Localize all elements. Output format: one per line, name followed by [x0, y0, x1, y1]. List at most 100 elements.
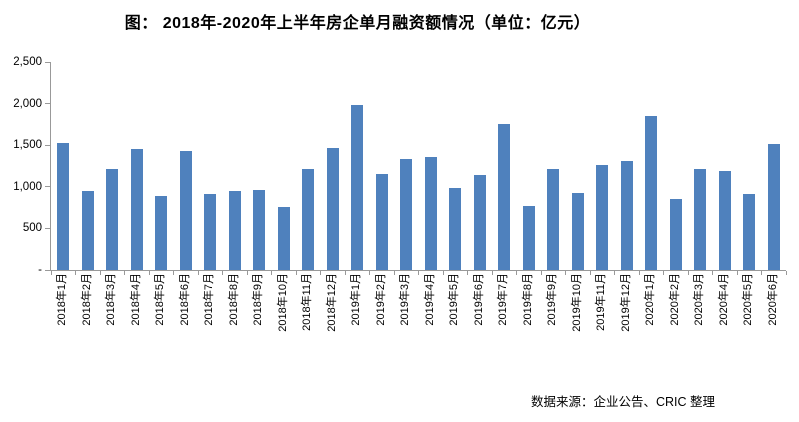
- x-axis-tick: [124, 271, 125, 275]
- bar: [669, 199, 682, 270]
- x-axis-tick: [540, 271, 542, 275]
- x-tick-label: 2019年1月: [350, 273, 363, 326]
- y-tick-label: 2,500: [13, 56, 42, 68]
- y-axis-tick: [45, 269, 50, 271]
- x-tick-label: 2018年11月: [301, 273, 314, 331]
- x-axis-tick: [418, 271, 419, 275]
- x-tick-label: 2018年2月: [80, 273, 93, 326]
- bar: [596, 165, 609, 270]
- x-tick-label: 2018年6月: [178, 273, 191, 326]
- x-tick-label: 2020年4月: [717, 273, 730, 326]
- bar: [375, 173, 388, 270]
- x-tick-label: 2020年1月: [644, 273, 657, 326]
- x-axis-tick: [712, 271, 713, 275]
- x-axis-tick: [393, 271, 395, 275]
- x-tick-label: 2019年12月: [619, 273, 632, 332]
- bar: [351, 105, 364, 270]
- bar: [522, 205, 535, 270]
- y-tick-label: -: [38, 264, 42, 276]
- x-tick-label: 2019年8月: [521, 273, 534, 326]
- bar: [326, 147, 339, 270]
- x-tick-label: 2018年3月: [105, 273, 118, 326]
- y-tick-label: 2,000: [13, 97, 42, 110]
- bar: [130, 148, 143, 270]
- x-tick-label: 2019年3月: [399, 273, 412, 326]
- x-axis-tick: [589, 271, 591, 275]
- x-axis-tick: [467, 271, 468, 275]
- x-tick-label: 2018年9月: [252, 273, 265, 326]
- x-tick-label: 2019年7月: [497, 273, 510, 326]
- bar: [424, 157, 437, 270]
- bar: [694, 169, 707, 270]
- bar: [620, 160, 633, 270]
- bar: [473, 175, 486, 270]
- bar: [204, 193, 217, 270]
- x-axis-tick: [785, 271, 787, 275]
- bar: [81, 190, 94, 270]
- x-axis-tick: [246, 271, 248, 275]
- x-tick-label: 2019年10月: [570, 273, 583, 332]
- x-axis-tick: [442, 271, 444, 275]
- y-axis-tick: [45, 227, 50, 229]
- chart-title: 图： 2018年-2020年上半年房企单月融资额情况（单位：亿元）: [124, 15, 591, 32]
- x-axis-tick: [320, 271, 321, 275]
- bar: [302, 168, 315, 270]
- y-axis-tick: [45, 186, 50, 188]
- x-tick-label: 2019年6月: [472, 273, 485, 326]
- x-axis-tick: [50, 271, 52, 275]
- x-tick-label: 2019年5月: [448, 273, 461, 326]
- x-axis-tick: [99, 271, 101, 275]
- bar: [718, 171, 731, 270]
- x-tick-label: 2018年5月: [154, 273, 167, 326]
- x-axis-tick: [222, 271, 223, 275]
- x-axis-tick: [369, 271, 370, 275]
- x-tick-label: 2019年11月: [595, 273, 608, 331]
- x-axis-tick: [491, 271, 493, 275]
- x-tick-label: 2018年10月: [276, 273, 289, 332]
- x-axis-tick: [148, 271, 150, 275]
- y-tick-label: 1,000: [13, 180, 42, 193]
- bar: [767, 143, 780, 270]
- data-source-note: 数据来源：企业公告、CRIC 整理: [531, 395, 716, 409]
- x-axis-tick: [344, 271, 346, 275]
- x-axis-tick: [75, 271, 76, 275]
- x-tick-label: 2020年3月: [693, 273, 706, 326]
- bar: [743, 194, 756, 270]
- bar: [179, 151, 192, 270]
- x-tick-label: 2019年9月: [546, 273, 559, 326]
- x-axis-tick: [761, 271, 762, 275]
- bar: [547, 169, 560, 270]
- bar: [400, 158, 413, 270]
- x-axis-tick: [663, 271, 664, 275]
- plot-area: [45, 61, 787, 275]
- bar: [571, 192, 584, 270]
- x-tick-label: 2019年2月: [374, 273, 387, 326]
- x-tick-label: 2018年12月: [325, 273, 338, 332]
- x-axis-tick: [271, 271, 272, 275]
- x-tick-label: 2018年1月: [56, 273, 69, 326]
- bar: [277, 206, 290, 270]
- y-tick-label: 1,500: [13, 139, 42, 152]
- bar: [57, 142, 70, 270]
- x-tick-label: 2020年2月: [668, 273, 681, 326]
- x-axis-tick: [197, 271, 199, 275]
- y-axis-tick: [45, 144, 50, 146]
- x-axis-tick: [687, 271, 689, 275]
- x-axis-tick: [614, 271, 615, 275]
- bar: [498, 124, 511, 270]
- y-axis-tick: [45, 103, 50, 105]
- x-tick-label: 2020年5月: [742, 273, 755, 326]
- bar: [253, 189, 266, 270]
- x-tick-label: 2018年4月: [129, 273, 142, 326]
- x-tick-label: 2018年8月: [227, 273, 240, 326]
- y-axis-tick: [45, 61, 50, 63]
- bar: [449, 187, 462, 270]
- bar: [106, 169, 119, 270]
- x-axis-tick: [736, 271, 738, 275]
- x-tick-label: 2020年6月: [766, 273, 779, 326]
- bar: [155, 195, 168, 270]
- x-axis-tick: [295, 271, 297, 275]
- x-axis-tick: [516, 271, 517, 275]
- bar: [228, 191, 241, 270]
